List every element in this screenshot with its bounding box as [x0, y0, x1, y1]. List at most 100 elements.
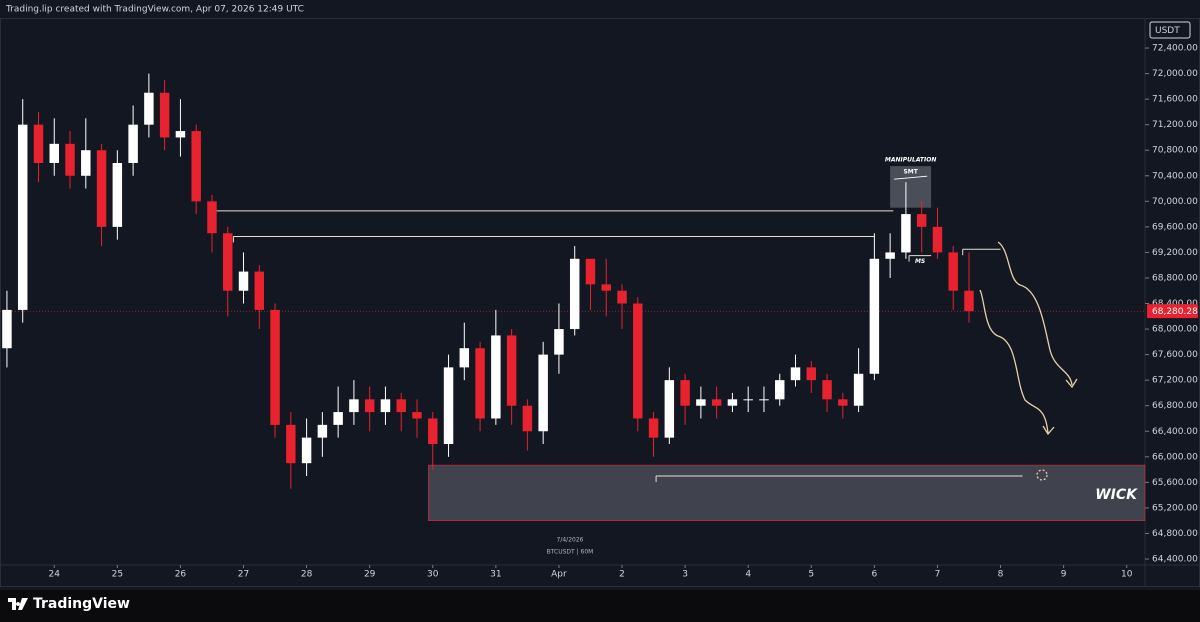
candle-body: [349, 399, 359, 413]
candle-body: [207, 201, 217, 234]
candle-body: [459, 348, 470, 368]
candle-body: [633, 303, 643, 419]
candle-body: [932, 226, 943, 253]
y-tick-label: 68,000.00: [1152, 325, 1198, 335]
x-tick-label: 6: [871, 570, 877, 580]
candle-body: [869, 258, 880, 374]
arrow-head: [1065, 378, 1078, 389]
candle-body: [81, 150, 91, 176]
candle-body: [428, 418, 438, 445]
candle-body: [112, 162, 123, 227]
candle-body: [617, 290, 627, 304]
candle-body: [475, 348, 485, 419]
candle-body: [144, 92, 154, 125]
candle-body: [2, 309, 12, 349]
logo-icon: [8, 598, 28, 610]
box-sublabel: SMT: [903, 169, 918, 176]
x-tick-label: 10: [1121, 570, 1133, 580]
x-tick-label: 8: [998, 570, 1004, 580]
x-tick-label: 29: [364, 570, 376, 580]
x-tick-label: 25: [112, 570, 123, 580]
candle-body: [838, 399, 848, 406]
last-price-box: [1147, 304, 1198, 319]
y-tick-label: 71,600.00: [1152, 95, 1198, 105]
y-tick-label: 67,200.00: [1152, 376, 1198, 386]
candle-body: [223, 233, 233, 291]
candle-body: [286, 424, 296, 464]
x-tick-label: 24: [49, 570, 61, 580]
candle-body: [569, 258, 580, 330]
candle-body: [727, 399, 738, 406]
last-price-label: 68,280.28: [1152, 307, 1198, 317]
candle-body: [664, 380, 675, 438]
candle-body: [790, 367, 801, 381]
candle-body: [901, 214, 911, 253]
x-tick-label: 28: [301, 570, 313, 580]
currency-button[interactable]: [1149, 21, 1191, 39]
candle-body: [948, 252, 958, 291]
x-tick-label: 7: [935, 570, 941, 580]
candle-body: [648, 418, 659, 438]
candle-body: [364, 399, 375, 413]
header-text: Trading.lip created with TradingView.com…: [5, 5, 304, 15]
candle-body: [711, 399, 722, 406]
candle-body: [49, 143, 59, 163]
candle-body: [270, 309, 280, 425]
zone: [428, 464, 1146, 521]
candle-body: [238, 271, 249, 291]
x-tick-label: 5: [808, 570, 814, 580]
y-tick-label: 66,800.00: [1152, 401, 1198, 411]
x-tick-label: 27: [238, 570, 249, 580]
logo: TradingView: [8, 596, 130, 612]
candle-body: [380, 399, 391, 413]
y-tick-label: 66,000.00: [1152, 452, 1198, 462]
y-tick-label: 68,400.00: [1152, 299, 1198, 309]
x-tick-label: Apr: [551, 570, 567, 580]
y-tick-label: 70,800.00: [1152, 146, 1198, 156]
zone-label: WICK: [1095, 487, 1138, 503]
x-tick-label: 31: [490, 570, 501, 580]
ray-label: MS: [915, 258, 925, 265]
candle-body: [696, 399, 706, 406]
footer-bar: [0, 590, 1200, 622]
y-tick-label: 67,600.00: [1152, 350, 1198, 360]
y-tick-label: 65,600.00: [1152, 478, 1198, 488]
candle-body: [254, 271, 265, 310]
candle-body: [916, 214, 927, 227]
x-tick-label: 9: [1061, 570, 1067, 580]
candle-body: [159, 92, 170, 138]
y-tick-label: 70,400.00: [1152, 171, 1198, 181]
box-line: [894, 175, 928, 180]
candle-body: [853, 373, 864, 406]
candle-body: [191, 131, 201, 202]
currency-label[interactable]: USDT: [1155, 26, 1180, 36]
x-tick-label: 30: [427, 570, 439, 580]
candle-body: [65, 143, 75, 176]
watermark-date: 7/4/2026: [557, 537, 584, 544]
candle-body: [175, 131, 186, 138]
candle-body: [396, 399, 406, 413]
y-tick-label: 72,400.00: [1152, 44, 1198, 54]
y-tick-label: 71,200.00: [1152, 120, 1198, 130]
candle-body: [96, 150, 107, 227]
arrow-head: [1042, 425, 1055, 436]
y-tick-label: 65,200.00: [1152, 503, 1198, 513]
candle-body: [743, 399, 753, 401]
candle-body: [17, 124, 28, 310]
candle-body: [33, 124, 44, 163]
x-tick-label: 2: [619, 570, 625, 580]
candle-body: [680, 380, 690, 406]
watermark-symbol: BTCUSDT | 60M: [547, 549, 594, 556]
candle-body: [964, 290, 974, 312]
candle-body: [443, 367, 454, 445]
candle-body: [412, 412, 422, 419]
marker: [1036, 469, 1048, 481]
x-tick-label: 4: [745, 570, 751, 580]
candle-body: [775, 380, 785, 400]
box-label: MANIPULATION: [885, 157, 936, 164]
y-tick-label: 68,800.00: [1152, 273, 1198, 283]
candle-body: [128, 124, 138, 163]
candle-body: [554, 329, 564, 355]
candle-body: [759, 399, 769, 401]
